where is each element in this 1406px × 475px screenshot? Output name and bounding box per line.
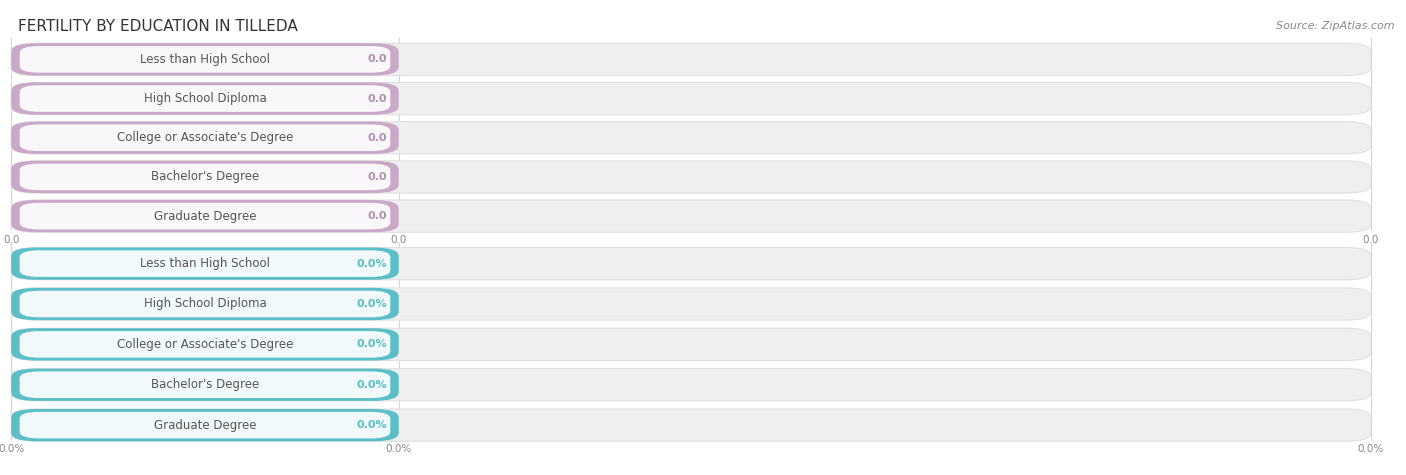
FancyBboxPatch shape xyxy=(20,163,391,190)
FancyBboxPatch shape xyxy=(11,247,399,280)
Text: 0.0: 0.0 xyxy=(368,54,388,65)
Text: College or Associate's Degree: College or Associate's Degree xyxy=(117,131,294,144)
Text: FERTILITY BY EDUCATION IN TILLEDA: FERTILITY BY EDUCATION IN TILLEDA xyxy=(18,19,298,34)
Text: 0.0%: 0.0% xyxy=(357,339,388,350)
FancyBboxPatch shape xyxy=(11,288,399,320)
Text: 0.0: 0.0 xyxy=(3,235,20,245)
Text: Bachelor's Degree: Bachelor's Degree xyxy=(150,171,259,183)
Text: Less than High School: Less than High School xyxy=(141,53,270,66)
Text: 0.0: 0.0 xyxy=(368,172,388,182)
FancyBboxPatch shape xyxy=(20,250,391,277)
Text: 0.0%: 0.0% xyxy=(385,444,412,454)
Text: 0.0%: 0.0% xyxy=(357,380,388,390)
FancyBboxPatch shape xyxy=(20,291,391,317)
FancyBboxPatch shape xyxy=(20,124,391,151)
FancyBboxPatch shape xyxy=(11,161,399,193)
FancyBboxPatch shape xyxy=(11,328,1371,361)
FancyBboxPatch shape xyxy=(11,288,1371,320)
FancyBboxPatch shape xyxy=(11,247,1371,280)
Text: 0.0: 0.0 xyxy=(368,133,388,143)
Text: Less than High School: Less than High School xyxy=(141,257,270,270)
Text: 0.0%: 0.0% xyxy=(357,258,388,269)
FancyBboxPatch shape xyxy=(11,43,1371,76)
FancyBboxPatch shape xyxy=(11,43,399,76)
FancyBboxPatch shape xyxy=(11,328,399,361)
Text: 0.0: 0.0 xyxy=(391,235,406,245)
FancyBboxPatch shape xyxy=(11,369,399,401)
FancyBboxPatch shape xyxy=(11,409,399,441)
FancyBboxPatch shape xyxy=(11,369,1371,401)
FancyBboxPatch shape xyxy=(20,46,391,73)
FancyBboxPatch shape xyxy=(11,200,1371,232)
FancyBboxPatch shape xyxy=(11,161,1371,193)
Text: 0.0: 0.0 xyxy=(368,211,388,221)
FancyBboxPatch shape xyxy=(20,86,391,112)
FancyBboxPatch shape xyxy=(20,371,391,398)
FancyBboxPatch shape xyxy=(11,83,399,115)
Text: Graduate Degree: Graduate Degree xyxy=(153,418,256,432)
Text: 0.0%: 0.0% xyxy=(357,299,388,309)
Text: 0.0%: 0.0% xyxy=(0,444,24,454)
Text: Graduate Degree: Graduate Degree xyxy=(153,209,256,223)
Text: 0.0: 0.0 xyxy=(1362,235,1379,245)
FancyBboxPatch shape xyxy=(11,409,1371,441)
Text: High School Diploma: High School Diploma xyxy=(143,297,266,311)
FancyBboxPatch shape xyxy=(11,122,399,154)
Text: Source: ZipAtlas.com: Source: ZipAtlas.com xyxy=(1277,21,1395,31)
FancyBboxPatch shape xyxy=(20,203,391,229)
FancyBboxPatch shape xyxy=(11,83,1371,115)
FancyBboxPatch shape xyxy=(11,200,399,232)
FancyBboxPatch shape xyxy=(20,331,391,358)
Text: Bachelor's Degree: Bachelor's Degree xyxy=(150,378,259,391)
FancyBboxPatch shape xyxy=(11,122,1371,154)
FancyBboxPatch shape xyxy=(20,412,391,438)
Text: 0.0%: 0.0% xyxy=(1358,444,1384,454)
Text: High School Diploma: High School Diploma xyxy=(143,92,266,105)
Text: 0.0%: 0.0% xyxy=(357,420,388,430)
Text: College or Associate's Degree: College or Associate's Degree xyxy=(117,338,294,351)
Text: 0.0: 0.0 xyxy=(368,94,388,104)
